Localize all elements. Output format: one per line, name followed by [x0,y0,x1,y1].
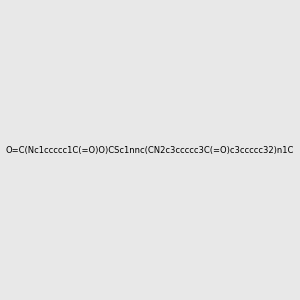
Text: O=C(Nc1ccccc1C(=O)O)CSc1nnc(CN2c3ccccc3C(=O)c3ccccc32)n1C: O=C(Nc1ccccc1C(=O)O)CSc1nnc(CN2c3ccccc3C… [6,146,294,154]
